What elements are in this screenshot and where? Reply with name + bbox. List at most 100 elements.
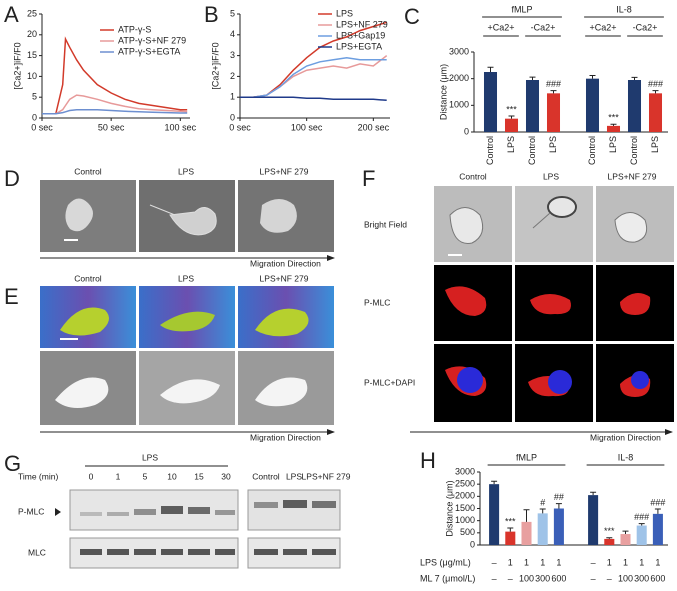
legend-label: LPS+Gap19 [336,30,385,40]
y-tick-label: 0 [32,112,37,122]
significance: ### [634,512,649,522]
band-pointer [55,508,61,516]
column-label: Control [74,166,102,176]
significance: *** [505,516,516,526]
x-tick-label: LPS [650,136,660,153]
error-bar [631,76,638,80]
legend-label: LPS [336,8,353,18]
row-value: 1 [556,557,561,567]
y-tick-label: 2000 [455,491,475,501]
y-axis-label: [Ca2+]iF/F0 [12,42,22,89]
bar [504,118,519,132]
group-label: IL-8 [618,452,634,462]
error-bar [638,523,645,526]
error-bar [550,90,557,94]
arrow-label: Migration Direction [250,258,321,268]
row-label: P-MLC+DAPI [364,377,415,387]
nucleus [631,371,649,389]
group-label: IL-8 [616,4,632,14]
cell [547,196,577,218]
cell [449,207,484,244]
x-tick-label: 0 sec [229,122,251,132]
legend-label: LPS+EGTA [336,41,382,51]
column-label: Control [74,273,102,283]
row-value: 600 [650,573,665,583]
y-tick-label: 4 [230,29,235,39]
significance: ### [546,79,561,89]
bar [604,538,615,545]
cell [160,379,220,404]
row-value: 1 [655,557,660,567]
y-tick-label: 5 [230,8,235,18]
y-tick-label: 1000 [449,100,469,110]
line [42,36,188,115]
bar [505,531,516,545]
y-tick-label: 2000 [449,73,469,83]
bands [80,500,336,555]
x-tick-label: Control [485,136,495,165]
nucleus [457,367,483,393]
x-tick-label: LPS [506,136,516,153]
x-tick-label: 0 sec [31,122,53,132]
cell [160,311,215,332]
y-tick-label: 500 [460,527,475,537]
subgroup-label: -Ca2+ [531,22,556,32]
legend-label: LPS+NF 279 [336,19,388,29]
panel-letter: G [4,451,21,476]
row-label: P-MLC [18,506,44,516]
x-tick-label: LPS [608,136,618,153]
subgroup-label: -Ca2+ [633,22,658,32]
column-label: LPS+NF 279 [302,471,351,481]
bar [606,125,621,132]
row-value: – [591,573,596,583]
bar [620,534,631,545]
y-axis-label: [Ca2+]iF/F0 [210,42,220,89]
panel-g: LPS Time (min) 0 1 5 10 15 30 Control LP… [18,452,351,569]
y-tick-label: 2500 [455,479,475,489]
error-bar [606,537,613,539]
row-label: MLC [28,547,46,557]
row-value: – [508,573,513,583]
column-label: LPS [178,166,194,176]
y-tick-label: 10 [27,71,37,81]
line [42,94,188,115]
subgroup-label: +Ca2+ [487,22,514,32]
panel-e: Control LPS LPS+NF 279 Migration Directi… [40,273,335,442]
column-label: LPS [543,171,559,181]
panel-letter: D [4,166,20,191]
arrow-label: Migration Direction [250,432,321,442]
significance: *** [604,526,615,536]
legend-label: ATP-γ-S [118,24,151,34]
arrow-label: Migration Direction [590,432,661,442]
nucleus [548,370,572,394]
line [240,96,387,102]
significance: # [540,497,545,507]
panel-letter: C [404,4,420,29]
row-value: – [492,557,497,567]
line [240,56,387,98]
blot [247,489,341,531]
x-tick-label: Control [629,136,639,165]
error-bar [610,123,617,126]
y-tick-label: 0 [464,126,469,136]
subgroup-label: +Ca2+ [589,22,616,32]
error-bar [539,508,546,514]
row-value: 1 [540,557,545,567]
row-value: 100 [618,573,633,583]
bar [652,513,663,545]
error-bar [652,90,659,94]
cell [60,307,109,336]
tail [532,212,551,229]
time-label: Time (min) [18,471,58,481]
row-value: 1 [623,557,628,567]
row-value: 300 [535,573,550,583]
cell [614,212,648,243]
x-tick-label: Control [527,136,537,165]
cell [255,308,309,337]
cell [260,199,297,233]
column-label: Control [252,471,280,481]
group-label: fMLP [516,452,537,462]
panel-letter: B [204,2,219,27]
row-value: 1 [524,557,529,567]
panel-letter: H [420,448,436,473]
